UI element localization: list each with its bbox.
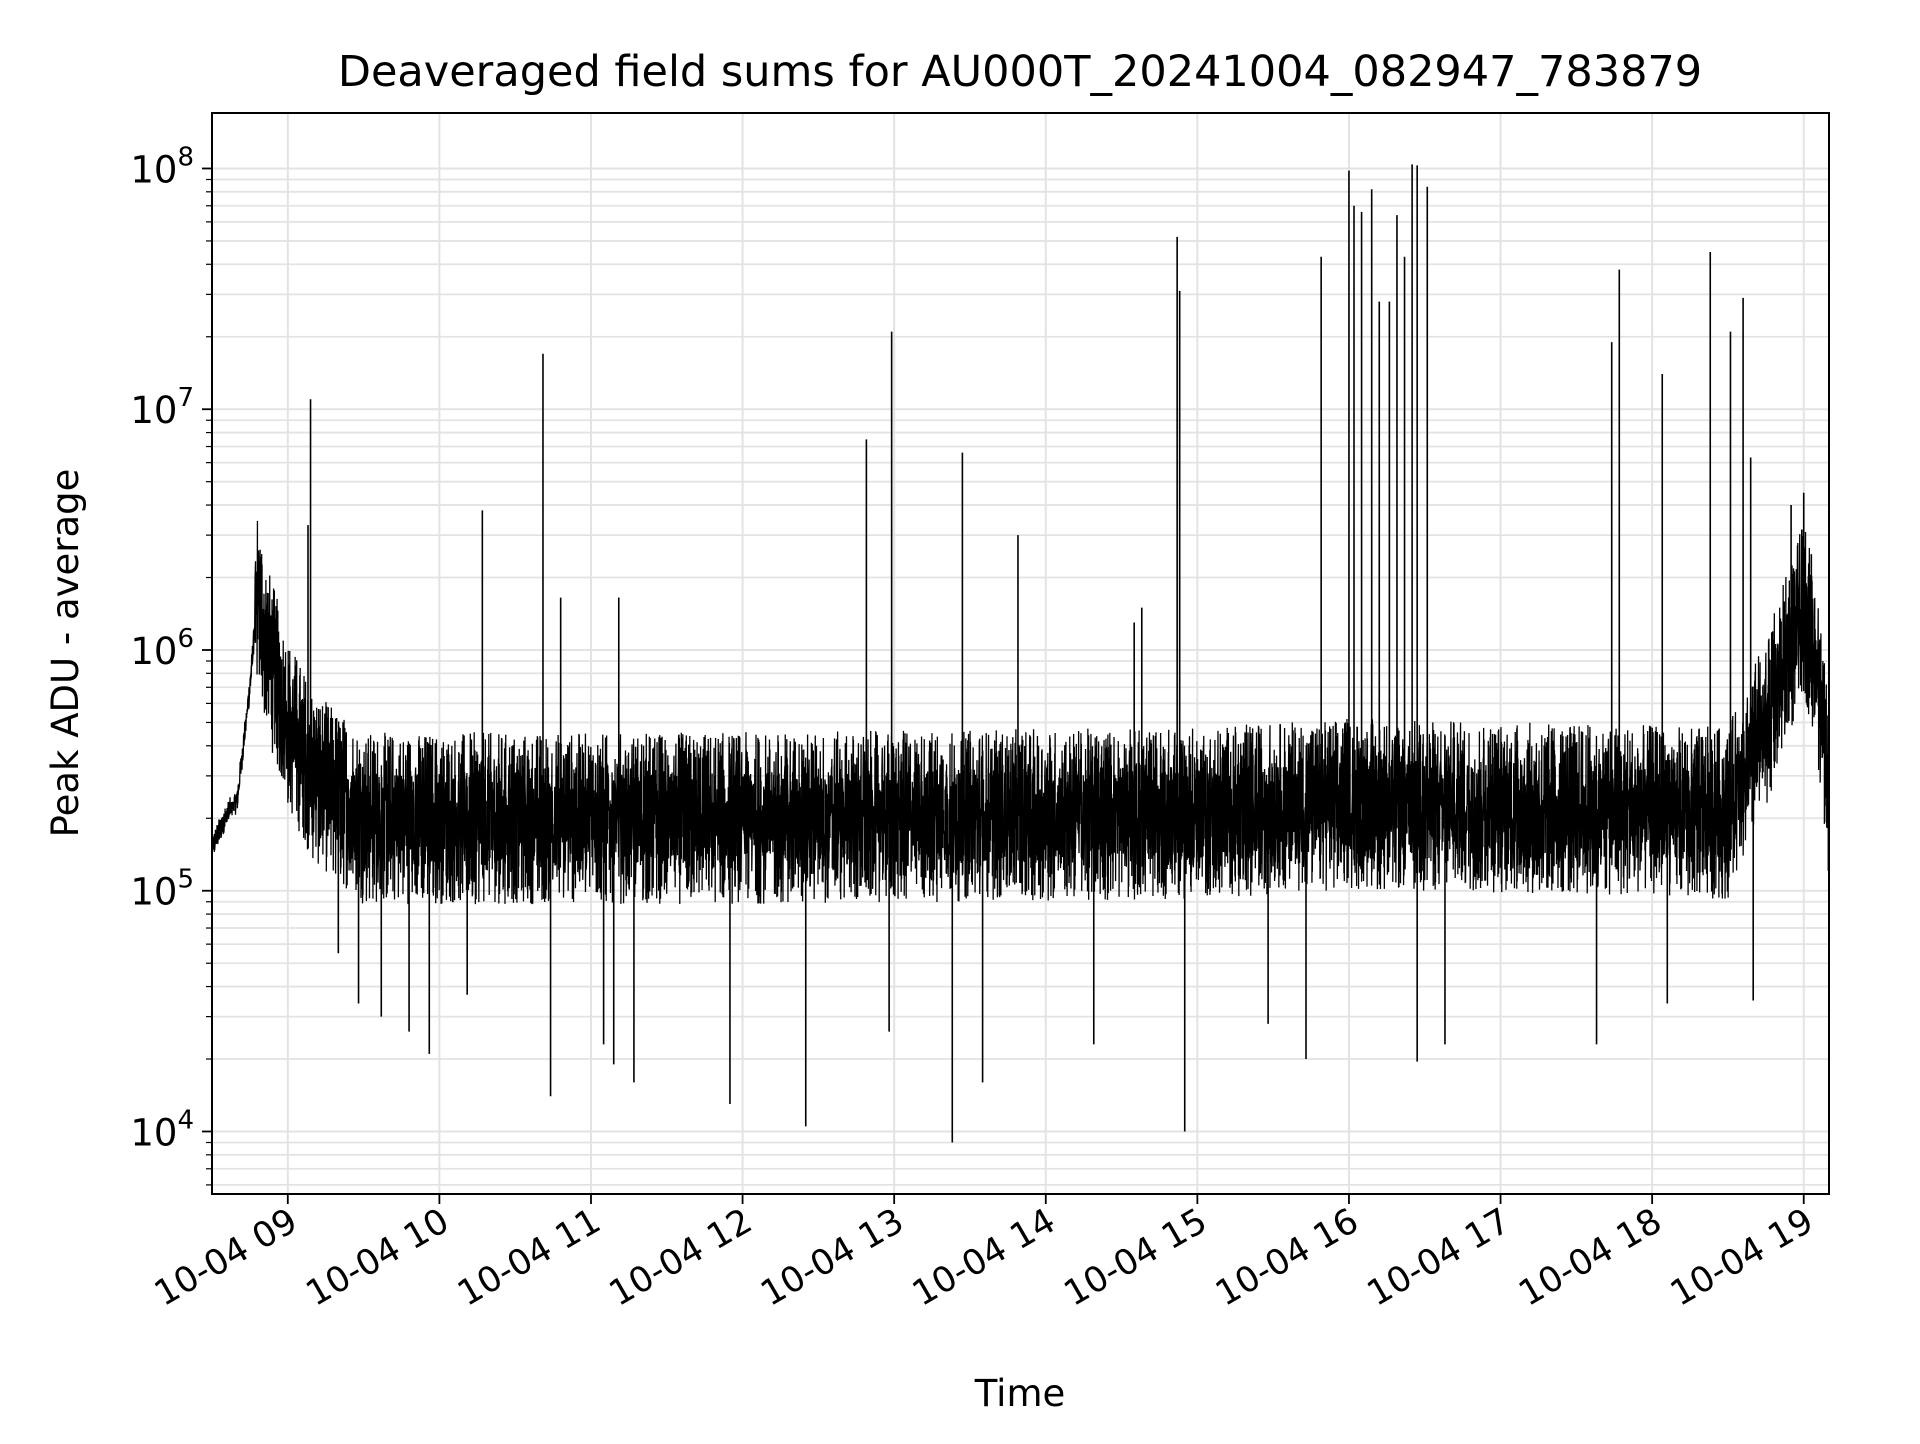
noise-band-path: [211, 520, 1830, 905]
series-noise-band: [211, 520, 1830, 905]
plot-frame: [211, 112, 1830, 1195]
grid-lines: [212, 113, 1829, 1194]
x-axis-label: Time: [974, 1372, 1066, 1415]
series-line: [307, 164, 1813, 1143]
y-axis-label: Peak ADU - average: [44, 469, 87, 838]
chart-title: Deaveraged field sums for AU000T_2024100…: [338, 47, 1702, 97]
y-tick-label: 108: [130, 142, 194, 191]
y-tick-label: 104: [130, 1105, 194, 1154]
y-tick-label: 105: [130, 865, 194, 914]
y-tick-label: 107: [130, 383, 194, 432]
y-tick-label: 106: [130, 624, 194, 673]
y-axis-ticks: 104 105 106 107 108: [130, 142, 212, 1186]
